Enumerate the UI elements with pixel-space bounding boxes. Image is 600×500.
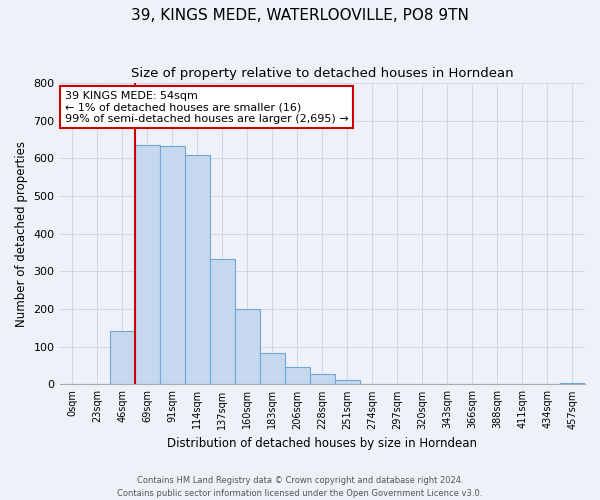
Bar <box>285 367 310 384</box>
Bar <box>110 330 134 384</box>
Title: Size of property relative to detached houses in Horndean: Size of property relative to detached ho… <box>131 68 514 80</box>
Bar <box>260 353 285 384</box>
Text: Contains HM Land Registry data © Crown copyright and database right 2024.
Contai: Contains HM Land Registry data © Crown c… <box>118 476 482 498</box>
Text: 39, KINGS MEDE, WATERLOOVILLE, PO8 9TN: 39, KINGS MEDE, WATERLOOVILLE, PO8 9TN <box>131 8 469 22</box>
Bar <box>185 154 209 384</box>
Bar <box>235 309 260 384</box>
Text: 39 KINGS MEDE: 54sqm
← 1% of detached houses are smaller (16)
99% of semi-detach: 39 KINGS MEDE: 54sqm ← 1% of detached ho… <box>65 90 349 124</box>
Bar <box>310 374 335 384</box>
Y-axis label: Number of detached properties: Number of detached properties <box>15 140 28 326</box>
Bar <box>335 380 360 384</box>
Bar <box>560 383 585 384</box>
Bar <box>134 145 160 384</box>
Bar <box>160 146 185 384</box>
X-axis label: Distribution of detached houses by size in Horndean: Distribution of detached houses by size … <box>167 437 477 450</box>
Bar <box>209 260 235 384</box>
